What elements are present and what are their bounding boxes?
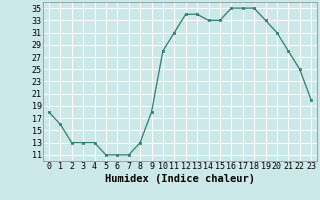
X-axis label: Humidex (Indice chaleur): Humidex (Indice chaleur) <box>105 174 255 184</box>
